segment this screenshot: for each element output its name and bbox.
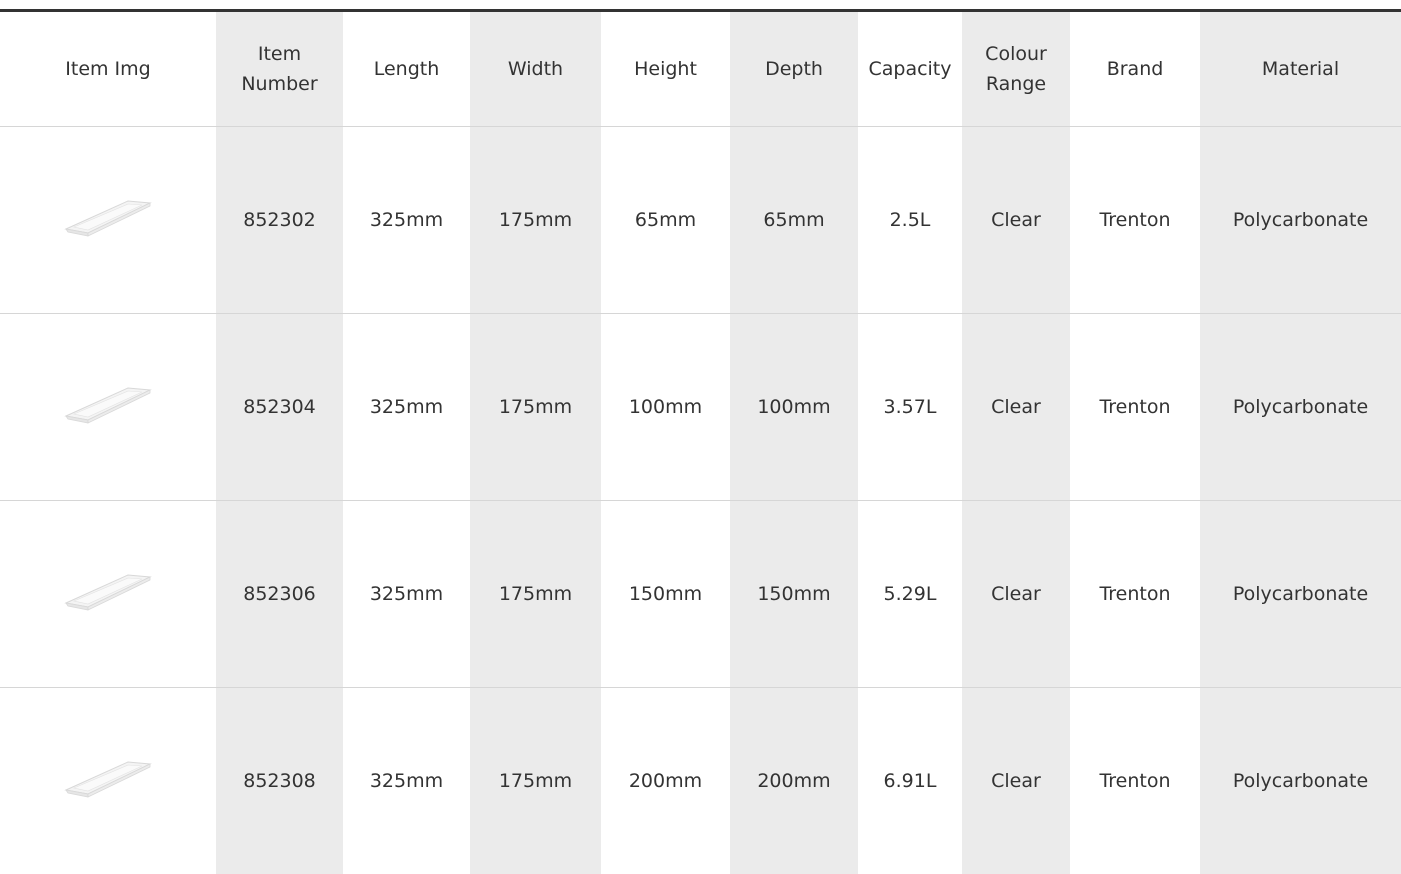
table-cell: 6.91L bbox=[858, 688, 962, 874]
column-header: Colour Range bbox=[962, 11, 1070, 127]
table-cell: 150mm bbox=[601, 501, 730, 688]
table-cell: 852302 bbox=[216, 127, 343, 314]
table-cell: Trenton bbox=[1070, 127, 1200, 314]
table-cell: Polycarbonate bbox=[1200, 127, 1401, 314]
image-cell bbox=[0, 501, 216, 688]
table-cell: 175mm bbox=[470, 688, 601, 874]
image-cell bbox=[0, 688, 216, 874]
column-header: Brand bbox=[1070, 11, 1200, 127]
product-image bbox=[58, 565, 158, 615]
table-cell: 175mm bbox=[470, 127, 601, 314]
table-cell: Clear bbox=[962, 314, 1070, 501]
table-cell: Polycarbonate bbox=[1200, 501, 1401, 688]
table-cell: 325mm bbox=[343, 314, 470, 501]
column-header: Material bbox=[1200, 11, 1401, 127]
column-header: Item Img bbox=[0, 11, 216, 127]
table-cell: 325mm bbox=[343, 501, 470, 688]
table-cell: 5.29L bbox=[858, 501, 962, 688]
table-cell: Clear bbox=[962, 688, 1070, 874]
table-cell: 852308 bbox=[216, 688, 343, 874]
column-header: Depth bbox=[730, 11, 858, 127]
table-cell: 175mm bbox=[470, 501, 601, 688]
table-cell: 3.57L bbox=[858, 314, 962, 501]
table-cell: 200mm bbox=[730, 688, 858, 874]
table-cell: 100mm bbox=[730, 314, 858, 501]
column-header: Item Number bbox=[216, 11, 343, 127]
table-cell: Trenton bbox=[1070, 314, 1200, 501]
table-cell: 325mm bbox=[343, 688, 470, 874]
column-header: Length bbox=[343, 11, 470, 127]
table-cell: Trenton bbox=[1070, 688, 1200, 874]
table-cell: 200mm bbox=[601, 688, 730, 874]
product-image bbox=[58, 752, 158, 802]
table-cell: Clear bbox=[962, 501, 1070, 688]
table-cell: Clear bbox=[962, 127, 1070, 314]
table-cell: 65mm bbox=[601, 127, 730, 314]
table-cell: 325mm bbox=[343, 127, 470, 314]
column-header: Width bbox=[470, 11, 601, 127]
column-header: Capacity bbox=[858, 11, 962, 127]
table-cell: Polycarbonate bbox=[1200, 314, 1401, 501]
table-cell: 2.5L bbox=[858, 127, 962, 314]
table-cell: 175mm bbox=[470, 314, 601, 501]
table-cell: 100mm bbox=[601, 314, 730, 501]
image-cell bbox=[0, 127, 216, 314]
table-cell: 852304 bbox=[216, 314, 343, 501]
product-image bbox=[58, 378, 158, 428]
table-cell: 852306 bbox=[216, 501, 343, 688]
product-image bbox=[58, 191, 158, 241]
column-header: Height bbox=[601, 11, 730, 127]
image-cell bbox=[0, 314, 216, 501]
table-cell: Polycarbonate bbox=[1200, 688, 1401, 874]
table-cell: 150mm bbox=[730, 501, 858, 688]
table-cell: Trenton bbox=[1070, 501, 1200, 688]
table-cell: 65mm bbox=[730, 127, 858, 314]
